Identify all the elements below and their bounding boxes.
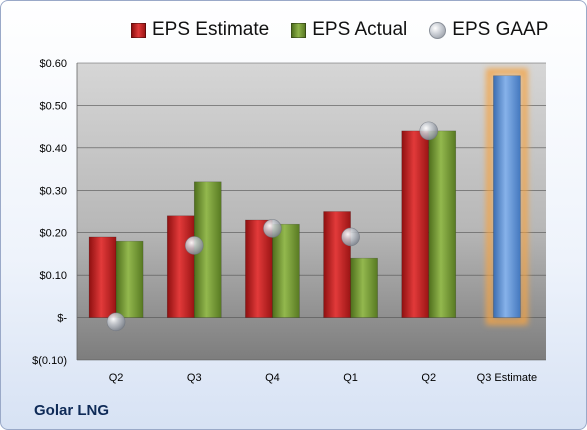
bar-eps-actual [350, 257, 378, 318]
y-tick-label: $0.20 [39, 228, 67, 240]
bar-eps-actual [115, 240, 144, 318]
y-tick-label: $0.10 [39, 270, 67, 282]
bar-eps-estimate [401, 130, 430, 318]
y-tick-label: $(0.10) [32, 355, 67, 367]
y-tick-label: $0.30 [39, 185, 67, 197]
company-name: Golar LNG [34, 402, 110, 419]
legend-label-eps-actual: EPS Actual [312, 19, 408, 40]
bar-eps-actual [272, 223, 300, 318]
legend-swatch-eps-gaap [429, 21, 447, 39]
chart-legend: EPS Estimate EPS Actual EPS GAAP [131, 17, 548, 43]
legend-swatch-eps-actual [291, 22, 307, 38]
bar-eps-estimate [166, 215, 195, 318]
legend-item-eps-gaap: EPS GAAP [429, 19, 548, 41]
y-tick-label: $- [57, 313, 67, 325]
x-tick-label: Q3 Estimate [477, 372, 538, 384]
y-tick-label: $0.40 [39, 143, 67, 155]
legend-label-eps-gaap: EPS GAAP [452, 19, 549, 40]
legend-label-eps-estimate: EPS Estimate [152, 19, 270, 40]
legend-item-eps-estimate: EPS Estimate [131, 19, 269, 41]
bar-q3-estimate-glow [485, 68, 528, 326]
x-tick-label: Q2 [109, 372, 124, 384]
legend-item-eps-actual: EPS Actual [291, 19, 407, 41]
marker-eps-gaap [419, 121, 439, 141]
x-tick-label: Q2 [421, 372, 436, 384]
marker-eps-gaap [184, 236, 204, 255]
x-tick-label: Q3 [187, 372, 202, 384]
bar-eps-estimate [323, 211, 351, 318]
marker-eps-gaap [263, 219, 282, 238]
legend-swatch-eps-estimate [131, 22, 146, 38]
bar-q3-estimate [493, 75, 521, 318]
x-tick-label: Q1 [343, 372, 358, 384]
marker-eps-gaap [341, 227, 360, 247]
bar-eps-actual [428, 130, 457, 318]
y-tick-label: $0.50 [39, 100, 67, 112]
plot-area [77, 63, 546, 360]
x-tick-label: Q4 [265, 372, 280, 384]
bar-eps-estimate [88, 236, 117, 318]
y-tick-label: $0.60 [39, 58, 67, 70]
marker-eps-gaap [106, 312, 126, 332]
